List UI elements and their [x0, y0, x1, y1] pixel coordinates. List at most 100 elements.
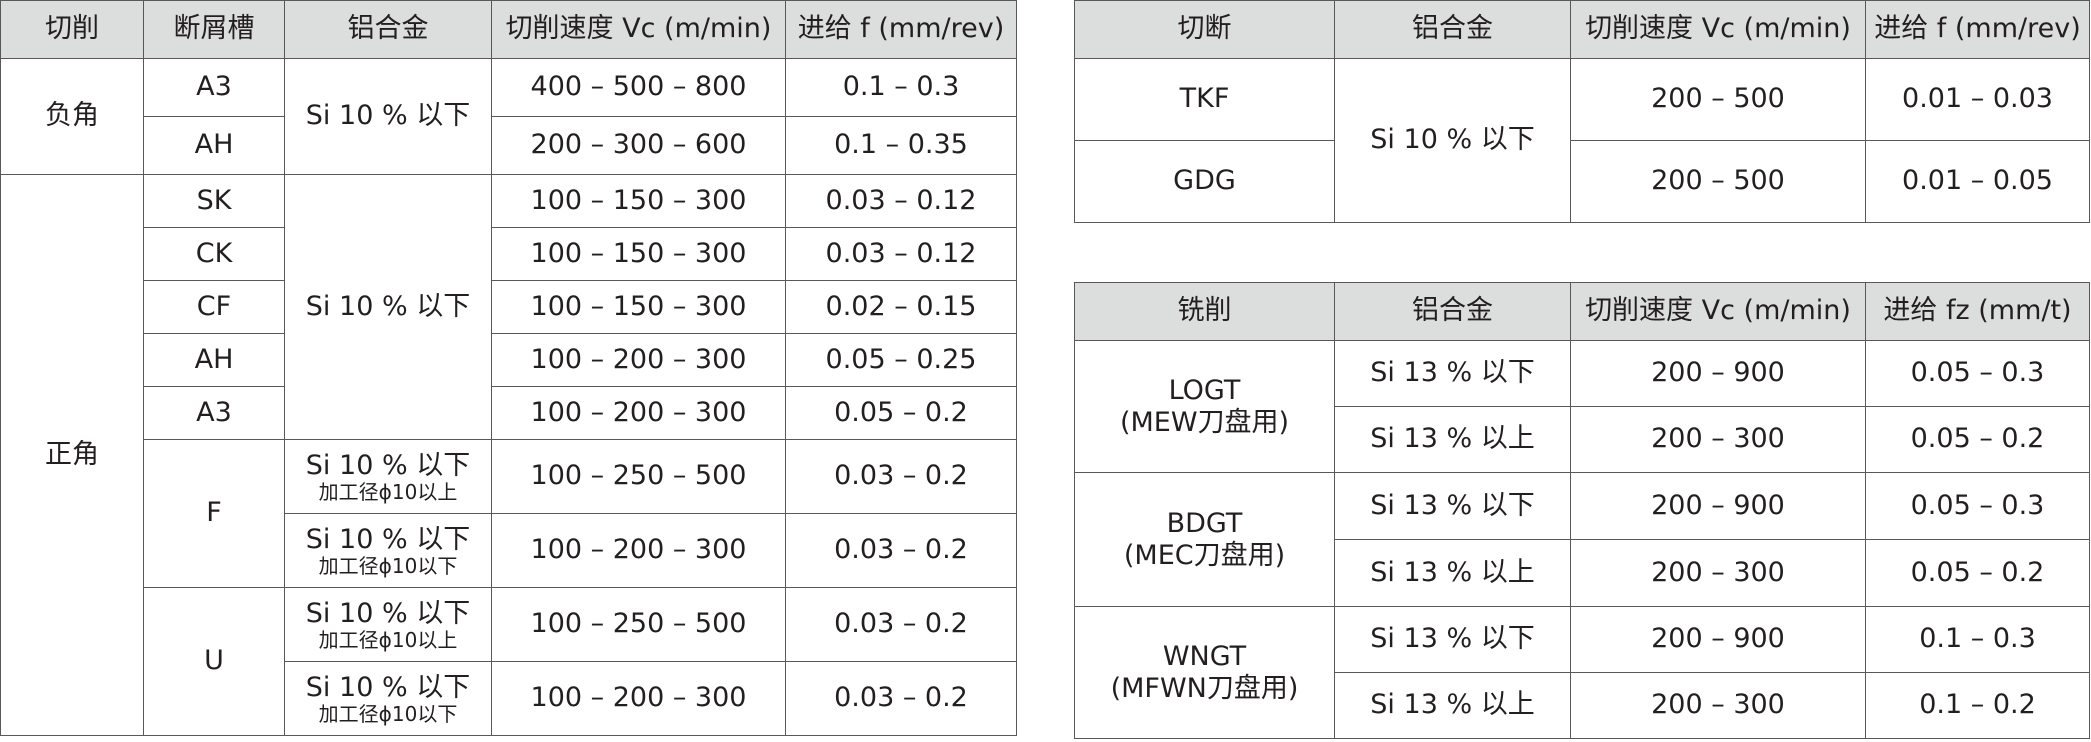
feed-cell: 0.05 – 0.2 [1865, 406, 2090, 473]
table-row: LOGT (MEW刀盘用) Si 13 % 以下 200 – 900 0.05 … [1074, 340, 2090, 473]
feed-cell: 0.02 – 0.15 [785, 280, 1017, 334]
table-row: A3 100 – 200 – 300 0.05 – 0.2 [1, 386, 1017, 440]
header-speed: 切削速度 Vc (m/min) [1570, 282, 1866, 341]
header-feed: 进给 f (mm/rev) [785, 0, 1017, 59]
feed-cell: 0.03 – 0.2 [785, 513, 1017, 588]
speed-cell: 100 – 250 – 500 [491, 587, 786, 662]
grade-cell: TKF [1074, 58, 1335, 141]
header-chipbreaker: 断屑槽 [143, 0, 285, 59]
grade-cell: CK [143, 227, 285, 281]
alloy-cell: Si 13 % 以上 [1334, 406, 1571, 473]
feed-cell: 0.1 – 0.3 [785, 58, 1017, 117]
table-row: AH 200 – 300 – 600 0.1 – 0.35 [1, 116, 1017, 175]
grade-cell: U [143, 587, 285, 736]
cutter-note: (MEC刀盘用) [1123, 539, 1286, 571]
speed-cell: 100 – 200 – 300 [491, 386, 786, 440]
alloy-cell: Si 10 % 以下 加工径ϕ10以下 [284, 661, 492, 736]
alloy-cell: Si 10 % 以下 [1334, 58, 1571, 223]
table-row: Si 13 % 以上 200 – 300 0.05 – 0.2 [1075, 406, 2090, 473]
speed-cell: 100 – 150 – 300 [491, 280, 786, 334]
speed-cell: 400 – 500 – 800 [491, 58, 786, 117]
table-row: TKF Si 10 % 以下 200 – 500 0.01 – 0.03 [1074, 58, 2090, 223]
cutter-note: (MEW刀盘用) [1119, 406, 1290, 438]
feed-cell: 0.05 – 0.2 [785, 386, 1017, 440]
speed-cell: 200 – 900 [1570, 606, 1866, 673]
speed-cell: 200 – 300 [1570, 672, 1866, 739]
grade-cell: A3 [143, 386, 285, 440]
table-row: F Si 10 % 以下 加工径ϕ10以上 100 – 250 – 500 0.… [1, 439, 1017, 588]
header-milling: 铣削 [1074, 282, 1335, 341]
cutoff-conditions-table: 切断 铝合金 切削速度 Vc (m/min) 进给 f (mm/rev) TKF… [1074, 0, 2090, 223]
alloy-cell: Si 13 % 以上 [1334, 539, 1571, 607]
alloy-cell: Si 10 % 以下 加工径ϕ10以下 [284, 513, 492, 588]
header-speed: 切削速度 Vc (m/min) [491, 0, 786, 59]
speed-cell: 200 – 300 – 600 [491, 116, 786, 175]
grade-cell: CF [143, 280, 285, 334]
table-row: Si 10 % 以下 加工径ϕ10以下 100 – 200 – 300 0.03… [1, 513, 1017, 588]
header-feed: 进给 f (mm/rev) [1865, 0, 2090, 59]
table-row: Si 13 % 以上 200 – 300 0.05 – 0.2 [1075, 539, 2090, 607]
diameter-note: 加工径ϕ10以下 [318, 554, 458, 579]
speed-cell: 100 – 200 – 300 [491, 661, 786, 736]
alloy-cell: Si 13 % 以上 [1334, 672, 1571, 739]
insert-cell: WNGT (MFWN刀盘用) [1074, 606, 1335, 739]
table-row: CF 100 – 150 – 300 0.02 – 0.15 [1, 280, 1017, 334]
diameter-note: 加工径ϕ10以下 [318, 702, 458, 727]
table-row: WNGT (MFWN刀盘用) Si 13 % 以下 200 – 900 0.1 … [1074, 606, 2090, 739]
feed-cell: 0.01 – 0.05 [1865, 140, 2090, 223]
turning-conditions-table: 切削 断屑槽 铝合金 切削速度 Vc (m/min) 进给 f (mm/rev)… [0, 0, 1017, 736]
table-row: Si 13 % 以上 200 – 300 0.1 – 0.2 [1075, 672, 2090, 739]
alloy-cell: Si 10 % 以下 加工径ϕ10以上 [284, 439, 492, 514]
speed-cell: 200 – 300 [1570, 406, 1866, 473]
feed-cell: 0.1 – 0.2 [1865, 672, 2090, 739]
header-alloy: 铝合金 [1334, 282, 1571, 341]
speed-cell: 100 – 200 – 300 [491, 333, 786, 387]
alloy-cell: Si 13 % 以下 [1334, 472, 1571, 540]
feed-cell: 0.05 – 0.3 [1865, 472, 2090, 540]
header-speed: 切削速度 Vc (m/min) [1570, 0, 1866, 59]
feed-cell: 0.05 – 0.3 [1865, 340, 2090, 407]
header-cutting: 切削 [0, 0, 144, 59]
alloy-cell: Si 13 % 以下 [1334, 606, 1571, 673]
grade-cell: GDG [1074, 140, 1335, 223]
alloy-text: Si 10 % 以下 [305, 523, 471, 555]
alloy-text: Si 10 % 以下 [305, 597, 471, 629]
table-row: CK 100 – 150 – 300 0.03 – 0.12 [1, 227, 1017, 281]
alloy-cell: Si 10 % 以下 [284, 174, 492, 440]
header-alloy: 铝合金 [1334, 0, 1571, 59]
table-row: Si 10 % 以下 加工径ϕ10以下 100 – 200 – 300 0.03… [1, 661, 1017, 736]
feed-cell: 0.05 – 0.25 [785, 333, 1017, 387]
feed-cell: 0.03 – 0.2 [785, 661, 1017, 736]
speed-cell: 200 – 300 [1570, 539, 1866, 607]
table-row: AH 100 – 200 – 300 0.05 – 0.25 [1, 333, 1017, 387]
table-row: BDGT (MEC刀盘用) Si 13 % 以下 200 – 900 0.05 … [1074, 472, 2090, 607]
feed-cell: 0.05 – 0.2 [1865, 539, 2090, 607]
header-feed: 进给 fz (mm/t) [1865, 282, 2090, 341]
alloy-cell: Si 10 % 以下 加工径ϕ10以上 [284, 587, 492, 662]
feed-cell: 0.03 – 0.2 [785, 587, 1017, 662]
header-cutoff: 切断 [1074, 0, 1335, 59]
feed-cell: 0.03 – 0.12 [785, 174, 1017, 228]
insert-name: LOGT [1168, 375, 1241, 407]
speed-cell: 200 – 900 [1570, 472, 1866, 540]
grade-cell: AH [143, 116, 285, 175]
table-row: U Si 10 % 以下 加工径ϕ10以上 100 – 250 – 500 0.… [1, 587, 1017, 736]
alloy-text: Si 10 % 以下 [305, 671, 471, 703]
feed-cell: 0.1 – 0.3 [1865, 606, 2090, 673]
speed-cell: 200 – 900 [1570, 340, 1866, 407]
speed-cell: 100 – 150 – 300 [491, 174, 786, 228]
grade-cell: AH [143, 333, 285, 387]
feed-cell: 0.1 – 0.35 [785, 116, 1017, 175]
header-alloy: 铝合金 [284, 0, 492, 59]
cutter-note: (MFWN刀盘用) [1110, 672, 1299, 704]
table-row: 正角 SK Si 10 % 以下 100 – 150 – 300 0.03 – … [0, 174, 1017, 736]
speed-cell: 100 – 150 – 300 [491, 227, 786, 281]
speed-cell: 100 – 250 – 500 [491, 439, 786, 514]
feed-cell: 0.01 – 0.03 [1865, 58, 2090, 141]
grade-cell: A3 [143, 58, 285, 117]
insert-cell: LOGT (MEW刀盘用) [1074, 340, 1335, 473]
alloy-cell: Si 10 % 以下 [284, 58, 492, 175]
milling-conditions-table: 铣削 铝合金 切削速度 Vc (m/min) 进给 fz (mm/t) LOGT… [1074, 282, 2090, 739]
diameter-note: 加工径ϕ10以上 [318, 628, 458, 653]
speed-cell: 100 – 200 – 300 [491, 513, 786, 588]
